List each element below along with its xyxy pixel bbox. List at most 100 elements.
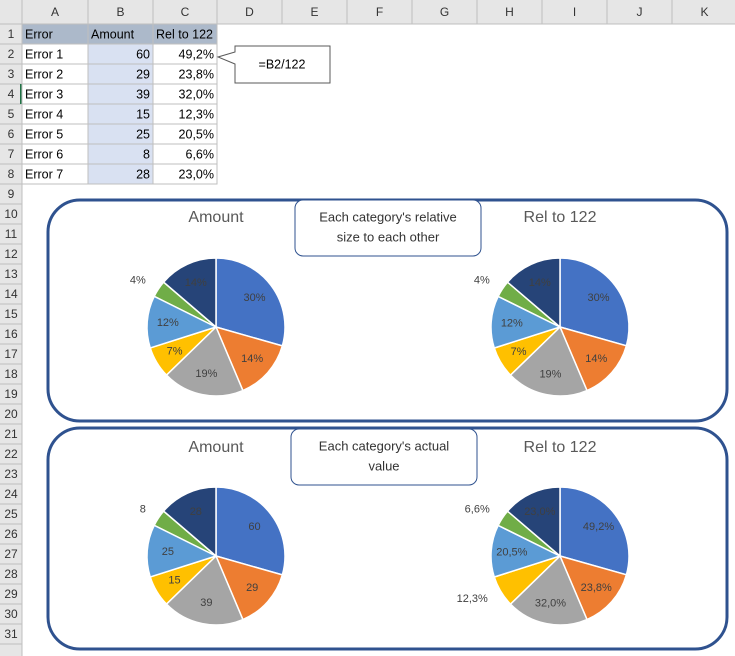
column-header[interactable]: D: [245, 5, 254, 19]
column-header[interactable]: H: [505, 5, 514, 19]
cell-text: 39: [136, 87, 150, 101]
data-label: 4%: [130, 274, 146, 286]
row-header[interactable]: 2: [8, 47, 15, 61]
data-label: 12%: [501, 317, 523, 329]
row-header[interactable]: 9: [8, 187, 15, 201]
data-label: 7%: [167, 346, 183, 358]
data-label: 4%: [474, 275, 490, 287]
data-label: 39: [200, 597, 212, 609]
data-label: 12%: [157, 317, 179, 329]
column-header[interactable]: K: [700, 5, 708, 19]
row-header[interactable]: 14: [4, 287, 18, 301]
pie-slice: [215, 486, 286, 576]
cell-text: 6,6%: [186, 147, 215, 161]
pie-slice: [559, 257, 630, 347]
row-header[interactable]: 26: [4, 527, 18, 541]
row-header[interactable]: 16: [4, 327, 18, 341]
pie-slice: [506, 257, 561, 329]
text-box: [290, 428, 478, 486]
row-header[interactable]: 5: [8, 107, 15, 121]
pie-slice: [162, 257, 217, 329]
pie-slice: [509, 554, 588, 626]
row-header[interactable]: 27: [4, 547, 18, 561]
text-box-line: Each category's relative: [319, 209, 457, 224]
column-header[interactable]: F: [376, 5, 383, 19]
pie-slice: [558, 325, 628, 392]
row-header[interactable]: 28: [4, 567, 18, 581]
text-box-line: size to each other: [337, 229, 440, 244]
text-box: [294, 199, 482, 257]
row-header[interactable]: 4: [8, 87, 15, 101]
row-header[interactable]: 20: [4, 407, 18, 421]
data-label: 60: [248, 521, 260, 533]
column-header[interactable]: A: [51, 5, 59, 19]
column-header-bar: [0, 0, 735, 24]
row-header[interactable]: 11: [5, 227, 18, 241]
data-label: 25: [162, 546, 174, 558]
row-header[interactable]: 30: [4, 607, 18, 621]
pie-slice: [559, 486, 630, 576]
data-label: 23,0%: [524, 506, 555, 518]
row-header[interactable]: 29: [4, 587, 18, 601]
row-header[interactable]: 31: [4, 627, 18, 641]
cell-text: Error 4: [25, 107, 63, 121]
pie-slice: [506, 486, 561, 558]
comment-box: [216, 45, 331, 84]
data-label: 23,8%: [581, 582, 612, 594]
cell-text: 15: [136, 107, 150, 121]
column-header[interactable]: J: [637, 5, 643, 19]
row-header[interactable]: 19: [4, 387, 18, 401]
cell-text: 60: [136, 47, 150, 61]
cell-text: 23,0%: [179, 167, 214, 181]
data-label: 14%: [529, 277, 551, 289]
comment-text: =B2/122: [259, 57, 306, 71]
column-header[interactable]: E: [310, 5, 318, 19]
row-header[interactable]: 24: [4, 487, 18, 501]
chart-title: Amount: [188, 439, 244, 456]
column-header[interactable]: G: [440, 5, 449, 19]
data-label: 12,3%: [457, 593, 488, 605]
row-header[interactable]: 18: [4, 367, 18, 381]
data-label: 14%: [241, 353, 263, 365]
data-label: 7%: [511, 346, 527, 358]
row-header[interactable]: 23: [4, 467, 18, 481]
row-header[interactable]: 15: [4, 307, 18, 321]
cell[interactable]: [152, 163, 218, 185]
row-header[interactable]: 25: [4, 507, 18, 521]
row-header[interactable]: 17: [4, 347, 18, 361]
column-header[interactable]: B: [116, 5, 124, 19]
data-label: 19%: [539, 368, 561, 380]
cell-text: 23,8%: [179, 67, 214, 81]
pie-slice: [215, 257, 286, 347]
chart-title: Rel to 122: [524, 209, 597, 226]
column-header[interactable]: C: [181, 5, 190, 19]
row-header[interactable]: 10: [4, 207, 18, 221]
cell-text: Error 6: [25, 147, 63, 161]
cell-text: 29: [136, 67, 150, 81]
row-header[interactable]: 8: [8, 167, 15, 181]
row-header[interactable]: 13: [4, 267, 18, 281]
text-box-line: value: [368, 458, 399, 473]
pie-slice: [165, 325, 244, 397]
row-header-bar: [0, 24, 22, 656]
column-header[interactable]: I: [573, 5, 576, 19]
row-header[interactable]: 12: [4, 247, 18, 261]
row-header[interactable]: 1: [8, 27, 15, 41]
cell-text: 20,5%: [179, 127, 214, 141]
row-header[interactable]: 7: [8, 147, 15, 161]
cell-text: Error 1: [25, 47, 63, 61]
data-label: 19%: [195, 368, 217, 380]
active-row-indicator: [20, 84, 22, 104]
cell-text: 8: [143, 147, 150, 161]
data-label: 29: [246, 582, 258, 594]
cell-text: Rel to 122: [156, 27, 213, 41]
row-header[interactable]: 3: [8, 67, 15, 81]
row-header[interactable]: 21: [4, 427, 18, 441]
cell-text: Error 7: [25, 167, 63, 181]
cell-text: Error 5: [25, 127, 63, 141]
row-header[interactable]: 6: [8, 127, 15, 141]
text-box-line: Each category's actual: [319, 438, 449, 453]
data-label: 28: [190, 506, 202, 518]
row-header[interactable]: 22: [4, 447, 18, 461]
pie-slice: [214, 325, 284, 392]
